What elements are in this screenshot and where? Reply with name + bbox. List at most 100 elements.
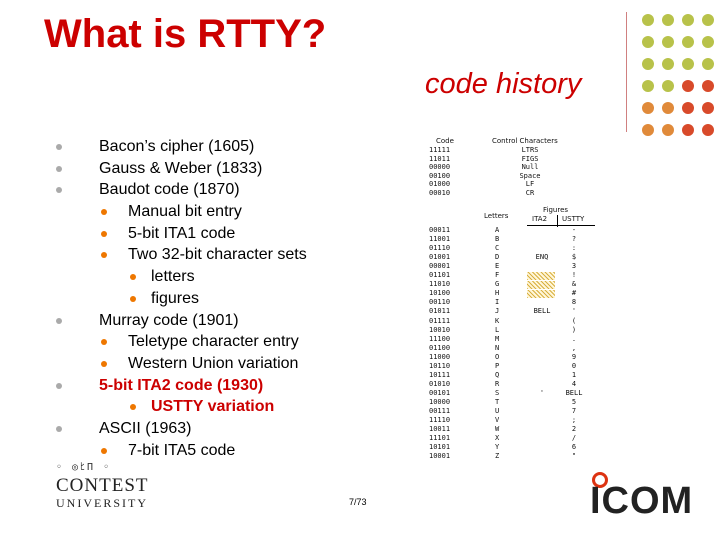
table-code-cell: 00110 — [429, 298, 451, 307]
bullet-item: Two 32-bit character sets — [56, 244, 416, 266]
bullet-text: 5-bit ITA2 code (1930) — [99, 376, 264, 394]
hatched-cell — [527, 289, 555, 298]
table-ustty-cell: 5 — [571, 397, 577, 406]
table-control-name: Space — [519, 171, 541, 180]
table-letter-cell: T — [495, 397, 500, 406]
table-code-cell: 11111 — [429, 146, 451, 154]
grid-dot — [702, 14, 714, 26]
table-letter-cell: M — [495, 334, 500, 343]
table-letter-cell: Z — [495, 452, 500, 461]
bullet-dot-icon — [56, 144, 62, 150]
grid-dot — [682, 80, 694, 92]
bullet-text: Murray code (1901) — [99, 311, 239, 329]
bullet-dot-icon — [56, 187, 62, 194]
bullet-item: USTTY variation — [56, 396, 416, 418]
table-header-code: Code — [436, 137, 454, 145]
table-letter-cell: V — [495, 416, 500, 425]
table-code-cell: 10110 — [429, 361, 451, 370]
grid-dot — [682, 124, 694, 136]
grid-dot — [662, 124, 674, 136]
table-letter-cell: Y — [495, 443, 500, 452]
table-control-name: Null — [521, 163, 539, 172]
table-ustty-cell: ' — [571, 307, 577, 316]
table-ustty-cell: $ — [571, 253, 577, 262]
table-letter-cell: J — [495, 307, 500, 316]
table-letter-cell: I — [495, 298, 500, 307]
contest-university-logo: ◦ ◎ﾋΠ ◦ CONTEST UNIVERSITY — [56, 462, 156, 522]
table-letter-cell: W — [495, 425, 500, 434]
grid-dot — [702, 124, 714, 136]
table-code-cell: 00000 — [429, 163, 451, 172]
table-header-figures: Figures — [543, 206, 569, 214]
table-control-name: CR — [525, 189, 535, 197]
bullet-text: Manual bit entry — [128, 203, 242, 221]
bullet-item: Teletype character entry — [56, 331, 416, 353]
table-header-ustty: USTTY — [562, 215, 585, 223]
table-ustty-cell: . — [571, 334, 577, 343]
table-code-cell: 10001 — [429, 452, 451, 461]
table-code-cell: 01000 — [429, 180, 451, 189]
table-code-cell: 01110 — [429, 244, 451, 253]
table-rule — [527, 225, 595, 226]
grid-dot — [642, 14, 654, 26]
grid-dot — [642, 58, 654, 70]
table-code-cell: 10011 — [429, 425, 451, 434]
table-code-cell: 11011 — [429, 154, 451, 163]
bullet-dot-icon — [56, 165, 62, 172]
table-ustty-cell: 8 — [571, 298, 577, 307]
table-letter-cell: C — [495, 244, 500, 253]
table-ustty-cell: 1 — [571, 370, 577, 379]
table-ita2-cell: BELL — [533, 307, 551, 316]
bullet-item: ASCII (1963) — [56, 418, 416, 440]
table-code-cell: 11001 — [429, 235, 451, 244]
table-ustty-cell: 3 — [571, 262, 577, 271]
table-letter-cell: E — [495, 262, 500, 271]
icom-logo-text: ICOM — [590, 480, 694, 522]
grid-dot — [682, 14, 694, 26]
bullet-item: letters — [56, 266, 416, 288]
table-ustty-cell: ? — [571, 235, 577, 244]
grid-dot — [682, 58, 694, 70]
table-ustty-cell: , — [571, 343, 577, 352]
bullet-text: 7-bit ITA5 code — [128, 441, 236, 459]
bullet-dot-icon — [101, 252, 107, 259]
table-rule — [557, 215, 558, 227]
slide-subtitle: code history — [425, 68, 582, 100]
table-code-cell: 10111 — [429, 370, 451, 379]
table-code-cell: 11100 — [429, 334, 451, 343]
table-ustty-cell: ! — [571, 271, 577, 280]
table-letter-cell: P — [495, 361, 500, 370]
bullet-dot-icon — [56, 425, 62, 432]
table-letter-cell: K — [495, 316, 500, 325]
table-letter-cell: A — [495, 226, 500, 234]
table-letter-cell: B — [495, 235, 500, 244]
grid-dot — [662, 80, 674, 92]
grid-dot — [682, 36, 694, 48]
table-code-cell: 10000 — [429, 397, 451, 406]
table-code-cell: 00100 — [429, 171, 451, 180]
table-code-cell: 10010 — [429, 325, 451, 334]
table-ustty-cell: # — [571, 289, 577, 298]
table-code-cell: 01100 — [429, 343, 451, 352]
bullet-text: Western Union variation — [128, 354, 299, 372]
bullet-item: 5-bit ITA1 code — [56, 223, 416, 245]
bullet-text: figures — [151, 289, 200, 307]
table-ustty-cell: ) — [571, 325, 577, 334]
bullet-dot-icon — [130, 274, 136, 281]
table-header-letters: Letters — [484, 212, 509, 220]
bullet-item: 7-bit ITA5 code — [56, 440, 416, 462]
table-code-cell: 01011 — [429, 307, 451, 316]
hatched-cell — [527, 280, 555, 289]
logo-university-text: UNIVERSITY — [56, 496, 148, 510]
bullet-dot-icon — [56, 317, 62, 324]
grid-dot — [662, 14, 674, 26]
grid-dot — [662, 102, 674, 114]
decorative-dot-grid — [642, 14, 714, 136]
bullet-dot-icon — [101, 360, 107, 367]
bullet-dot-icon — [130, 295, 136, 302]
table-ustty-cell: 0 — [571, 361, 577, 370]
grid-dot — [642, 36, 654, 48]
bullet-dot-icon — [56, 382, 62, 389]
table-code-cell: 00111 — [429, 407, 451, 415]
icom-ring-icon — [592, 472, 608, 488]
